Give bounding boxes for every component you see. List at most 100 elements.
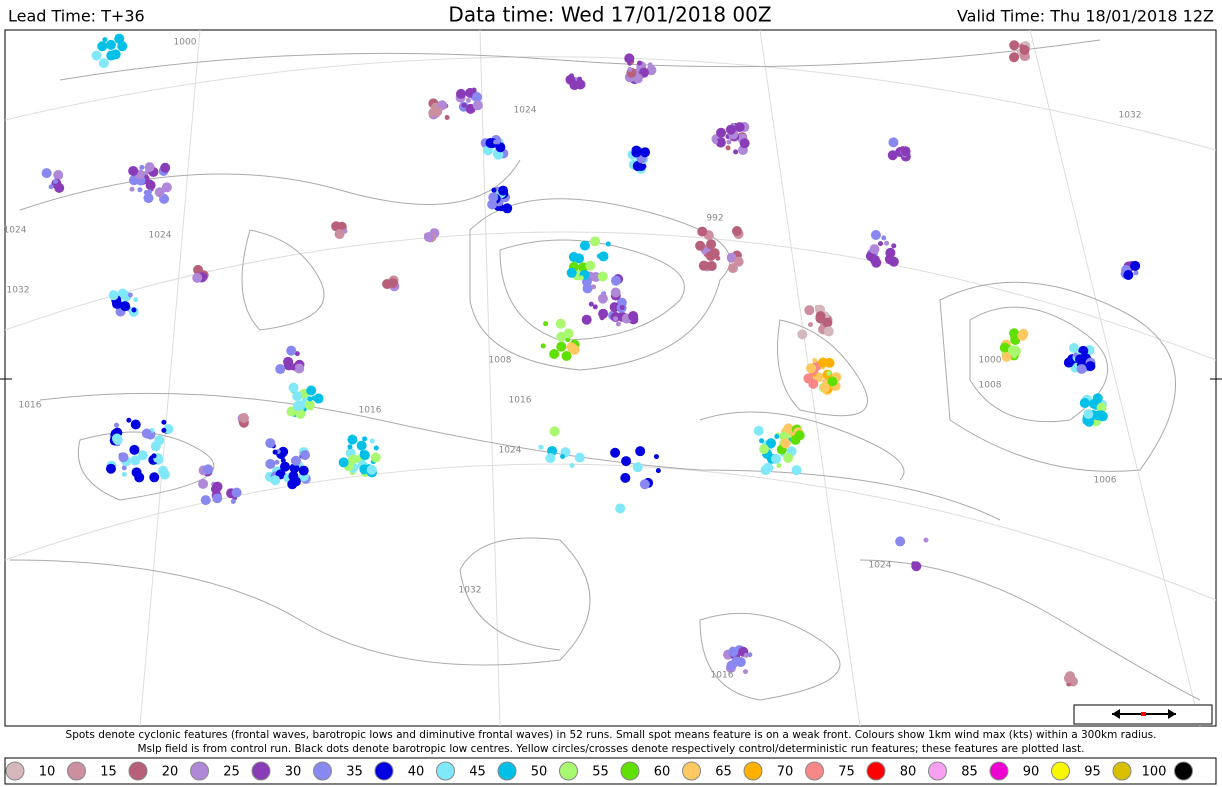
legend-label: 60	[654, 765, 671, 780]
feature-spot	[98, 58, 109, 69]
feature-spot	[282, 462, 288, 468]
feature-spot	[370, 452, 381, 463]
feature-spot	[1085, 361, 1096, 372]
feature-spot	[632, 462, 643, 473]
feature-spot	[348, 454, 359, 465]
feature-spot	[112, 434, 123, 445]
feature-spot	[726, 139, 732, 145]
legend-label: 35	[346, 765, 363, 780]
feature-spot	[725, 145, 731, 151]
feature-spot	[198, 478, 209, 489]
feature-spot	[640, 147, 651, 158]
legend-swatch	[559, 761, 578, 781]
feature-spot	[725, 124, 736, 135]
data-time: Data time: Wed 17/01/2018 00Z	[448, 3, 771, 27]
feature-spot	[574, 253, 585, 264]
feature-spot	[566, 342, 577, 353]
feature-spot	[888, 137, 899, 148]
feature-spot	[776, 463, 782, 469]
feature-spot	[885, 247, 896, 258]
feature-spot	[627, 66, 633, 72]
feature-spot	[117, 41, 128, 52]
feature-spot	[362, 436, 368, 442]
feature-spot	[569, 73, 575, 79]
feature-spot	[280, 458, 286, 464]
caption-line: Spots denote cyclonic features (frontal …	[66, 729, 1157, 741]
feature-spot	[753, 425, 764, 436]
feature-spot	[1076, 363, 1087, 374]
feature-spot	[771, 453, 782, 464]
feature-spot	[569, 462, 575, 468]
feature-spot	[815, 311, 826, 322]
feature-spot	[871, 257, 882, 268]
feature-spot	[715, 255, 721, 261]
feature-spot	[655, 468, 661, 474]
feature-spot	[1017, 330, 1028, 341]
legend-label: 75	[838, 765, 855, 780]
legend-swatch	[989, 761, 1009, 781]
feature-spot	[822, 317, 833, 328]
graticule	[4, 29, 1217, 727]
feature-spot	[884, 240, 890, 246]
feature-spot	[127, 292, 133, 298]
feature-spot	[307, 396, 313, 402]
scale-marker	[1141, 712, 1146, 716]
feature-spot	[288, 382, 299, 393]
feature-spot	[895, 536, 906, 547]
feature-spot	[635, 446, 646, 457]
feature-spot	[760, 465, 771, 476]
feature-spot	[581, 314, 592, 325]
feature-spot	[105, 463, 116, 474]
feature-spot	[1009, 52, 1020, 63]
isobar-label: 1024	[4, 226, 27, 236]
legend-label: 45	[469, 765, 486, 780]
feature-spot	[1133, 270, 1139, 276]
feature-spot	[728, 646, 739, 657]
feature-spot	[923, 537, 929, 543]
legend-label: 85	[961, 765, 978, 780]
legend-label: 30	[285, 765, 302, 780]
feature-spot	[549, 426, 560, 437]
feature-spot	[488, 192, 499, 203]
feature-spot	[334, 229, 345, 240]
feature-spot	[1079, 398, 1090, 409]
feature-spot	[298, 465, 309, 476]
legend-label: 65	[715, 765, 732, 780]
feature-spot	[812, 358, 818, 364]
feature-spot	[566, 267, 577, 278]
feature-spot	[111, 298, 122, 309]
feature-spot	[742, 669, 748, 675]
feature-spot	[53, 170, 64, 181]
feature-spot	[141, 428, 152, 439]
feature-spot	[161, 427, 167, 433]
feature-spot	[1009, 328, 1020, 339]
feature-spot	[114, 33, 125, 44]
feature-spot	[286, 345, 297, 356]
feature-spot	[432, 106, 443, 117]
feature-spot	[1083, 409, 1094, 420]
feature-spot	[289, 463, 300, 474]
feature-spot	[54, 182, 65, 193]
feature-spot	[791, 465, 802, 476]
feature-spot	[272, 449, 278, 455]
legend-swatch	[313, 761, 332, 781]
feature-spot	[200, 495, 211, 506]
feature-spot	[265, 458, 276, 469]
feature-spot	[161, 182, 172, 193]
legend-swatch	[682, 761, 701, 781]
feature-spot	[632, 73, 643, 84]
feature-spot	[158, 465, 169, 476]
feature-spot	[697, 226, 708, 237]
feature-spot	[423, 231, 434, 242]
feature-spot	[579, 240, 590, 251]
feature-spot	[814, 304, 820, 310]
isobar-label: 1016	[711, 671, 734, 681]
feature-spot	[590, 236, 601, 247]
feature-spot	[295, 408, 306, 419]
feature-spot	[130, 455, 141, 466]
legend-swatch	[1112, 761, 1132, 781]
legend-swatch	[620, 761, 640, 781]
feature-spot	[105, 39, 116, 50]
feature-spot	[292, 401, 303, 412]
feature-spot	[139, 164, 145, 170]
